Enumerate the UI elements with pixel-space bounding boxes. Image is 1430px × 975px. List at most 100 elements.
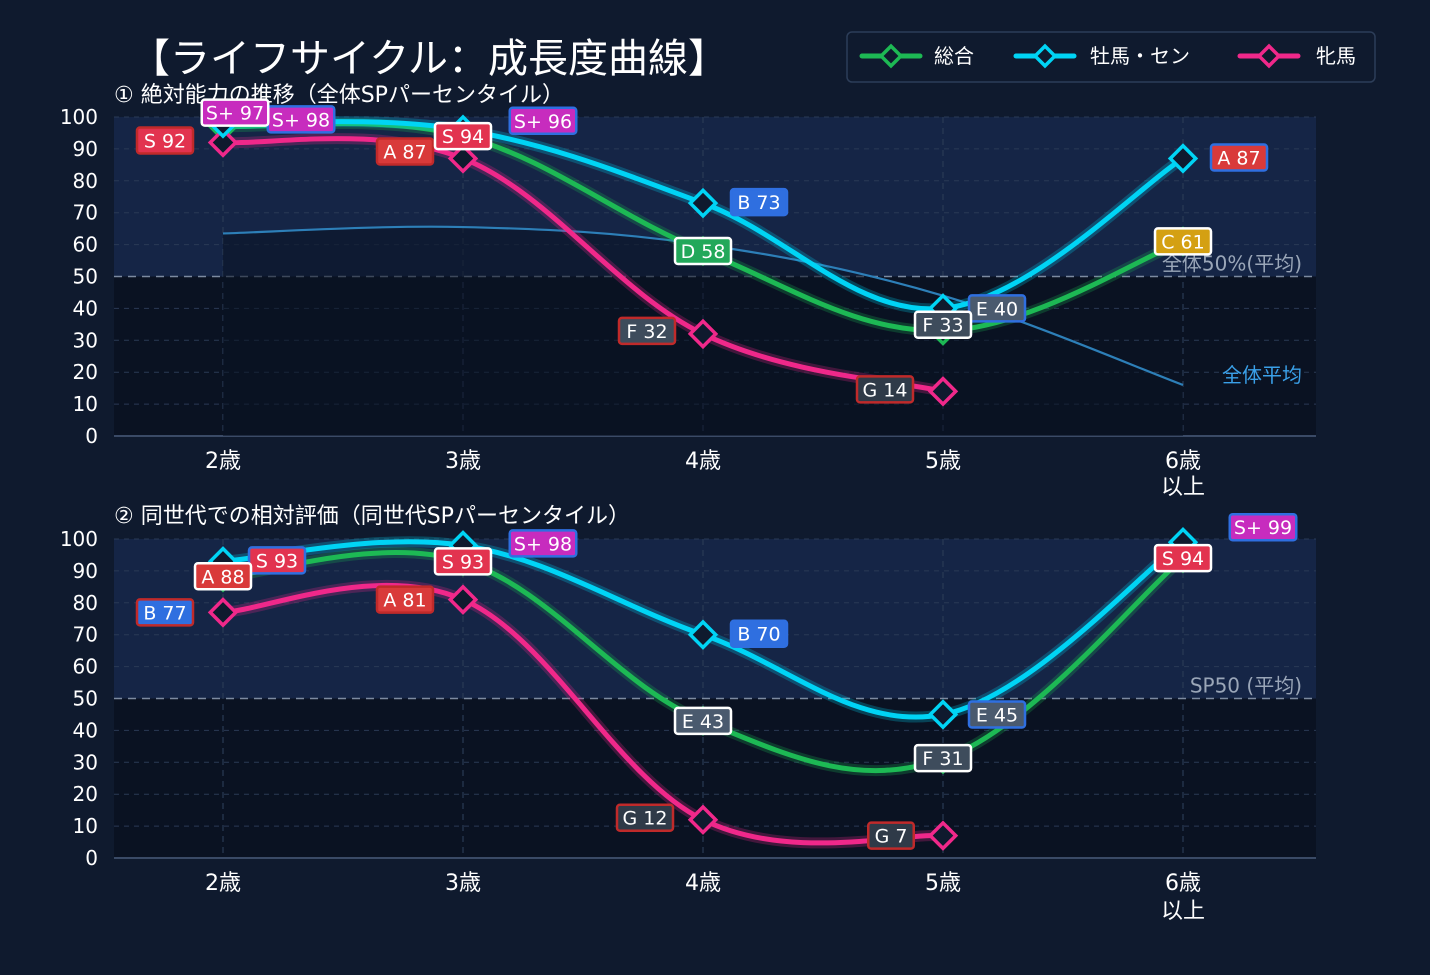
- y-tick-label: 50: [73, 265, 98, 289]
- legend-label: 牡馬・セン: [1090, 44, 1190, 68]
- x-tick-label: 以上: [1161, 899, 1205, 924]
- data-label: S 94: [433, 121, 493, 151]
- series-marker: [207, 597, 239, 628]
- y-tick-label: 90: [73, 559, 98, 583]
- y-tick-label: 100: [60, 105, 98, 129]
- data-label-box: [615, 803, 675, 832]
- series-marker: [927, 820, 959, 851]
- legend-box: [846, 31, 1376, 83]
- data-label-text: A 81: [383, 590, 426, 612]
- data-label-box: [135, 126, 195, 155]
- series-marker: [207, 127, 239, 158]
- data-label: S 92: [135, 126, 195, 155]
- data-label: F 32: [617, 316, 677, 346]
- series-marker: [687, 318, 719, 350]
- data-label-text: B 77: [143, 602, 186, 624]
- data-label-box: [729, 187, 789, 217]
- data-label-box: [913, 310, 973, 339]
- data-label-text: E 45: [976, 704, 1018, 726]
- data-label: A 87: [1209, 143, 1269, 172]
- series-line: [220, 582, 946, 846]
- data-label-text: S+ 96: [514, 111, 572, 133]
- data-label: S+ 97: [200, 98, 270, 127]
- data-label: E 45: [967, 700, 1027, 729]
- data-label-text: S+ 99: [1234, 517, 1292, 539]
- data-label-text: E 40: [976, 298, 1018, 320]
- panel-relative: 0 10 20 30 40 50 60 70 80 90 100 ② 同世代での相対評価（同世代SPパ…: [60, 504, 1316, 924]
- legend-marker-icon: [878, 43, 904, 69]
- data-label-text: B 73: [737, 192, 780, 214]
- y-tick-label: 0: [85, 846, 98, 870]
- data-label-box: [433, 547, 493, 576]
- legend-label: 牝馬: [1316, 44, 1356, 68]
- x-tick-label: 5歳: [925, 449, 961, 474]
- data-label-box: [508, 106, 578, 136]
- y-tick-label: 20: [73, 360, 98, 384]
- plot-upper-band: [114, 539, 1316, 699]
- y-tick-label: 100: [60, 527, 98, 551]
- data-label: S 93: [247, 546, 307, 575]
- data-label-box: [375, 137, 435, 166]
- x-tick-label: 3歳: [445, 449, 481, 474]
- data-label-text: A 88: [201, 566, 244, 588]
- data-label-text: G 12: [623, 808, 668, 830]
- data-label-text: D 58: [681, 241, 726, 263]
- panel-absolute: 0 10 20 30 40 50 60 70 80 90 100 ① 絶対能力の推移（全体SPパーセン…: [60, 83, 1316, 500]
- data-label-text: S+ 98: [514, 533, 572, 555]
- data-label: B 70: [729, 619, 789, 648]
- data-label-box: [375, 585, 435, 614]
- y-tick-label: 40: [73, 296, 98, 320]
- data-label: C 61: [1153, 227, 1213, 256]
- data-label-text: G 14: [863, 379, 908, 401]
- data-label-text: F 31: [922, 748, 963, 770]
- data-label-box: [1228, 512, 1298, 542]
- y-tick-label: 70: [73, 623, 98, 647]
- data-label-text: S 93: [256, 550, 298, 572]
- data-label-text: B 70: [737, 624, 780, 646]
- y-tick-label: 20: [73, 782, 98, 806]
- data-label-box: [1209, 143, 1269, 172]
- data-label-box: [913, 743, 973, 773]
- y-tick-label: 10: [73, 814, 98, 838]
- data-label: S+ 98: [266, 105, 336, 134]
- chart-title: 【ライフサイクル：成長度曲線】: [130, 36, 728, 82]
- series-marker: [927, 376, 959, 407]
- data-label-box: [508, 529, 578, 558]
- y-tick-label: 40: [73, 718, 98, 742]
- average-label: 全体平均: [1222, 363, 1302, 387]
- y-tick-label: 0: [85, 424, 98, 448]
- data-label-text: G 7: [875, 826, 908, 848]
- data-label: S+ 96: [508, 106, 578, 136]
- panel-title: ① 絶対能力の推移（全体SPパーセンタイル）: [114, 83, 564, 108]
- y-tick-label: 70: [73, 201, 98, 225]
- data-label-box: [1153, 543, 1213, 573]
- panel-title: ② 同世代での相対評価（同世代SPパーセンタイル）: [114, 504, 630, 529]
- data-label: A 81: [375, 585, 435, 614]
- data-label-text: F 33: [922, 315, 963, 337]
- data-label: S 93: [433, 547, 493, 576]
- series-line: [220, 136, 946, 394]
- data-label-box: [433, 121, 493, 151]
- legend-label: 総合: [934, 44, 974, 68]
- data-label: E 43: [673, 706, 733, 736]
- data-label-text: S+ 98: [272, 109, 330, 131]
- y-tick-label: 30: [73, 328, 98, 352]
- series-marker: [447, 584, 479, 615]
- reference-label: SP50 (平均): [1190, 674, 1302, 698]
- x-tick-label: 以上: [1161, 475, 1205, 500]
- data-label: B 73: [729, 187, 789, 217]
- data-label: S 94: [1153, 543, 1213, 573]
- data-label-box: [673, 706, 733, 736]
- y-tick-label: 10: [73, 392, 98, 416]
- y-tick-label: 60: [73, 233, 98, 257]
- data-label: F 33: [913, 310, 973, 339]
- x-tick-label: 5歳: [925, 871, 961, 896]
- data-label-box: [247, 546, 307, 575]
- data-label: S+ 98: [508, 529, 578, 558]
- data-label-text: S+ 97: [206, 103, 264, 125]
- data-label-text: A 87: [1217, 147, 1260, 169]
- data-label-box: [855, 375, 915, 404]
- y-tick-label: 30: [73, 750, 98, 774]
- x-tick-label: 2歳: [205, 871, 241, 896]
